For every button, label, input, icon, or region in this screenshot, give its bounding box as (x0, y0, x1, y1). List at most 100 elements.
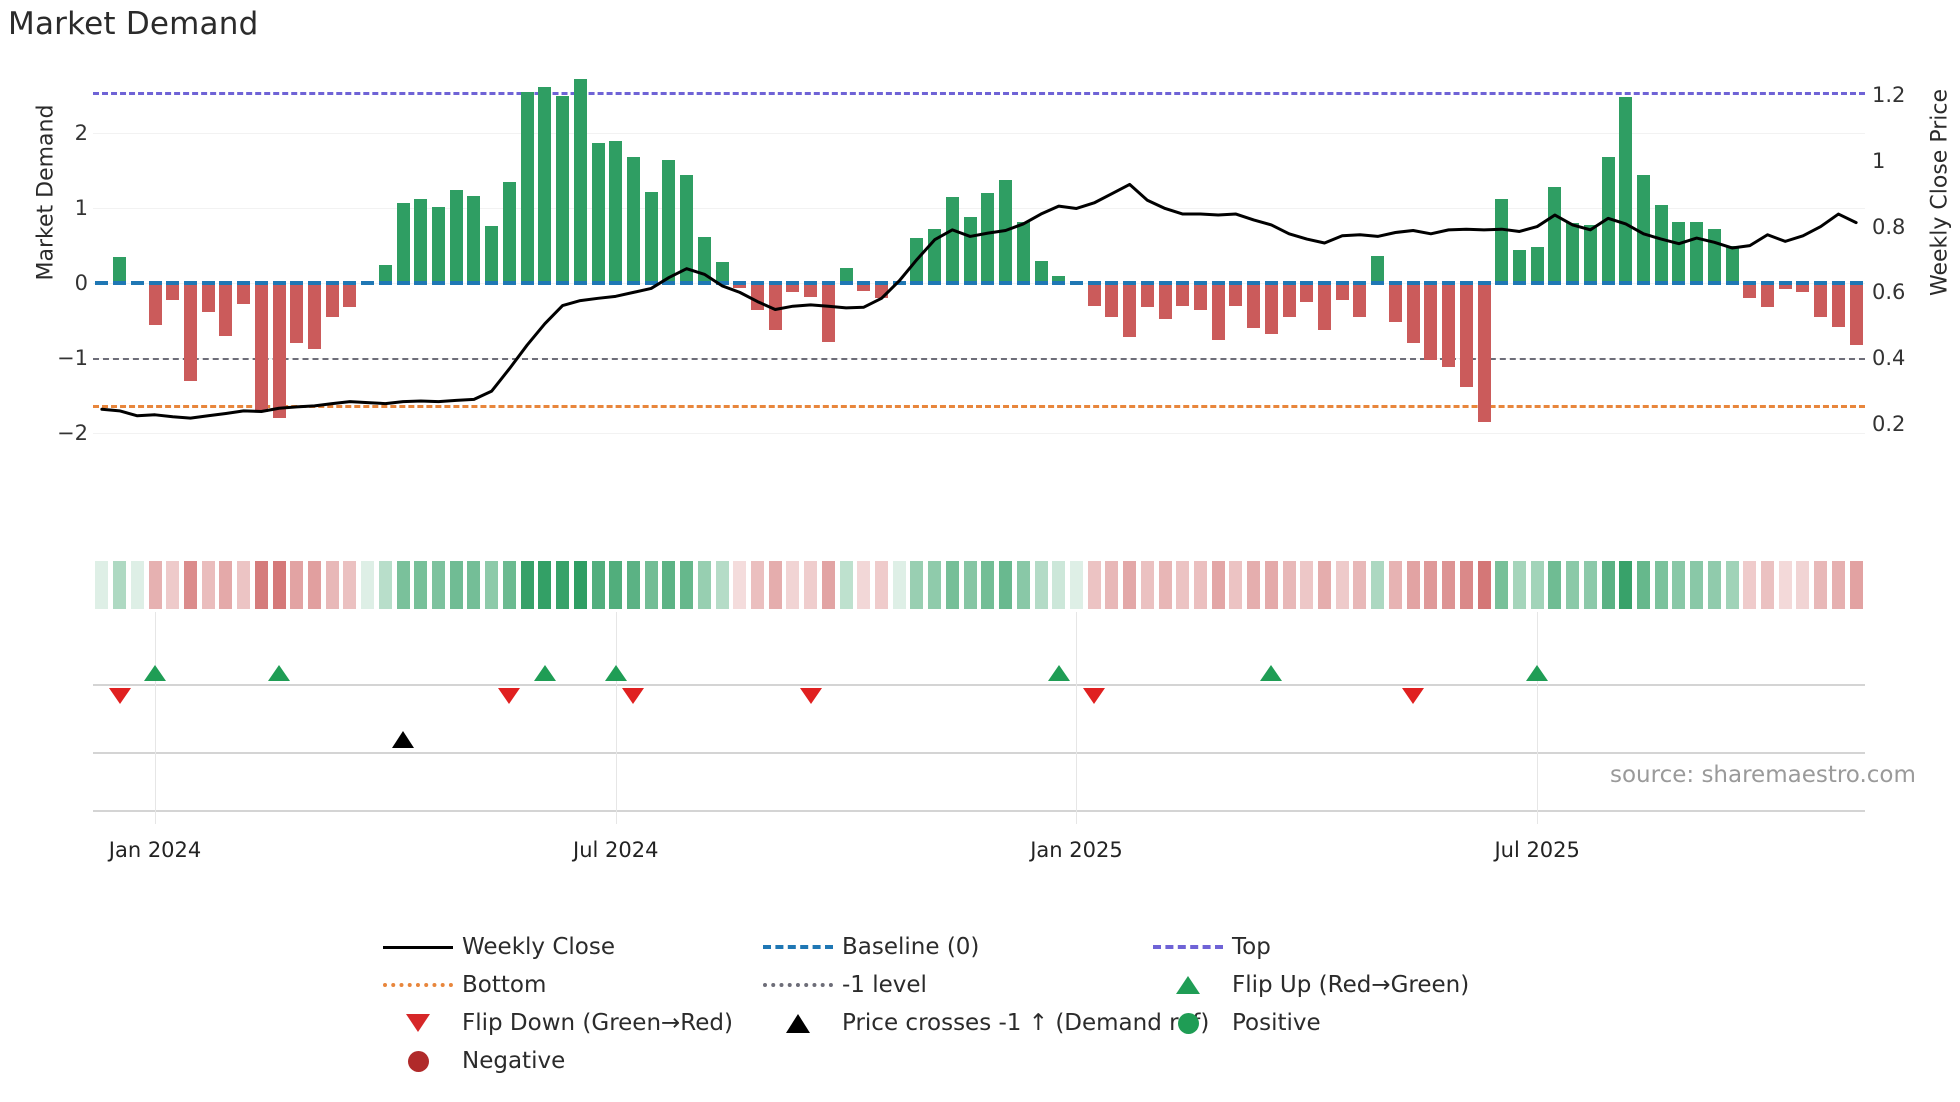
baseline-segment (1672, 281, 1686, 286)
baseline-segment (1335, 281, 1349, 286)
heat-cell (1707, 561, 1721, 609)
baseline-segment (538, 281, 552, 286)
marker-gridline-vertical (1537, 612, 1539, 824)
demand-bar (1105, 283, 1119, 317)
legend-item[interactable]: Positive (1150, 1004, 1321, 1042)
baseline-segment (1725, 281, 1739, 286)
demand-bar (432, 206, 446, 284)
heat-cell (1601, 561, 1615, 609)
legend-item-label: Baseline (0) (842, 934, 980, 960)
legend-item[interactable]: Weekly Close (380, 928, 615, 966)
baseline-segment (1105, 281, 1119, 286)
baseline-segment (1707, 281, 1721, 286)
baseline-segment (414, 281, 428, 286)
demand-bar (201, 283, 215, 312)
baseline-segment (1318, 281, 1332, 286)
heat-cell (1725, 561, 1739, 609)
demand-bar (821, 283, 835, 342)
circle-icon (407, 1050, 429, 1072)
baseline-segment (183, 281, 197, 286)
baseline-segment (95, 281, 109, 286)
baseline-segment (821, 281, 835, 286)
demand-bar (1583, 224, 1597, 284)
flip-up-marker (1260, 665, 1283, 681)
demand-bar (1831, 283, 1845, 327)
demand-bar (1672, 221, 1686, 284)
baseline-segment (751, 281, 764, 286)
legend-item[interactable]: Price crosses -1 ↑ (Demand ref) (760, 1004, 1209, 1042)
flip-down-marker (799, 688, 822, 704)
demand-bar (1176, 283, 1190, 306)
demand-bar (715, 262, 729, 284)
legend-item[interactable]: Baseline (0) (760, 928, 979, 966)
reference-line-bottom (93, 404, 1865, 408)
legend-item[interactable]: Bottom (380, 966, 546, 1004)
heat-cell (786, 561, 800, 609)
baseline-segment (1743, 281, 1757, 286)
circle-icon (1177, 1012, 1199, 1034)
heat-cell (1158, 561, 1172, 609)
triangle-up-icon (1176, 976, 1200, 994)
y-tick-right: 1.2 (1872, 82, 1906, 107)
heat-cell (378, 561, 392, 609)
heat-cell (1264, 561, 1278, 609)
legend-item[interactable]: Negative (380, 1042, 565, 1080)
demand-bar (396, 203, 410, 284)
baseline-segment (1264, 281, 1278, 286)
baseline-segment (1761, 281, 1775, 286)
baseline-segment (1123, 281, 1137, 286)
demand-bar (1778, 283, 1792, 290)
baseline-segment (1211, 281, 1225, 286)
legend-item[interactable]: Flip Up (Red→Green) (1150, 966, 1469, 1004)
demand-bar (467, 195, 481, 284)
heat-cell (1619, 561, 1633, 609)
legend-item[interactable]: -1 level (760, 966, 927, 1004)
baseline-segment (1016, 281, 1030, 286)
gridline (93, 283, 1865, 285)
reference-line-1-level (93, 358, 1865, 361)
heat-cell (254, 561, 268, 609)
flip-up-marker (268, 665, 291, 681)
demand-bar (1796, 283, 1810, 293)
heat-cell (1388, 561, 1402, 609)
heat-cell (892, 561, 906, 609)
baseline-segment (786, 281, 800, 286)
flip-up-marker (533, 665, 556, 681)
legend-item[interactable]: Flip Down (Green→Red) (380, 1004, 733, 1042)
heat-cell (219, 561, 233, 609)
heat-cell (467, 561, 481, 609)
demand-bar (1637, 174, 1650, 284)
demand-bar (1849, 283, 1863, 345)
heat-cell (361, 561, 375, 609)
baseline-segment (591, 281, 605, 286)
baseline-segment (1637, 281, 1650, 286)
baseline-segment (113, 281, 127, 286)
heat-cell (963, 561, 977, 609)
baseline-segment (697, 281, 711, 286)
demand-bar (520, 92, 534, 284)
baseline-segment (520, 281, 534, 286)
heat-cell (609, 561, 623, 609)
demand-bar (786, 283, 800, 293)
baseline-segment (1388, 281, 1402, 286)
baseline-segment (219, 281, 233, 286)
legend-item[interactable]: Top (1150, 928, 1271, 966)
baseline-segment (1371, 281, 1385, 286)
heat-cell (999, 561, 1013, 609)
demand-bar (449, 189, 463, 284)
baseline-segment (1424, 281, 1438, 286)
gridline (93, 133, 1865, 135)
heat-cell (928, 561, 942, 609)
demand-bar (1052, 275, 1066, 284)
demand-bar (1566, 223, 1580, 284)
demand-bar (290, 283, 304, 344)
demand-bar (113, 257, 127, 284)
heat-cell (148, 561, 162, 609)
demand-bar (1406, 283, 1420, 344)
heat-cell (432, 561, 446, 609)
source-watermark: source: sharemaestro.com (1610, 762, 1916, 788)
baseline-segment (626, 281, 640, 286)
baseline-segment (502, 281, 516, 286)
baseline-segment (1158, 281, 1172, 286)
heat-cell (945, 561, 959, 609)
